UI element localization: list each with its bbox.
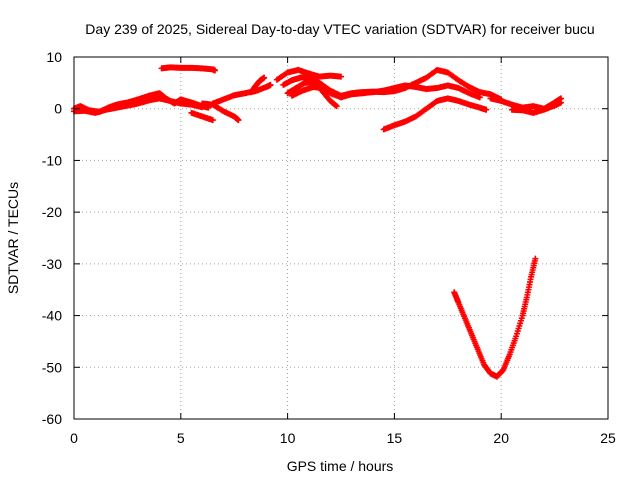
series-track-7 [248, 74, 268, 96]
data-point [532, 255, 539, 262]
series-track-8 [273, 66, 344, 83]
data-point [338, 73, 344, 80]
data-marks [71, 64, 565, 380]
x-tick-label: 5 [177, 430, 185, 446]
series-track-2 [71, 95, 206, 116]
series-track-14 [508, 99, 565, 116]
series-track-3 [158, 64, 218, 74]
chart-title: Day 239 of 2025, Sidereal Day-to-day VTE… [85, 21, 594, 37]
x-tick-label: 10 [280, 430, 296, 446]
data-point [261, 74, 268, 81]
data-point [558, 99, 565, 106]
series-track-11 [284, 78, 340, 110]
series-track-15 [451, 255, 539, 380]
series-track-4 [188, 109, 216, 124]
x-tick-label: 20 [493, 430, 509, 446]
data-point [267, 81, 274, 88]
x-tick-label: 25 [600, 430, 616, 446]
x-tick-label: 15 [387, 430, 403, 446]
y-tick-label: 10 [46, 49, 62, 65]
series-track-12 [380, 95, 490, 133]
data-point [235, 117, 242, 124]
x-tick-label: 0 [70, 430, 78, 446]
y-axis-label: SDTVAR / TECUs [5, 182, 21, 294]
data-point [476, 94, 483, 101]
y-tick-label: -20 [42, 204, 62, 220]
y-tick-label: -40 [42, 308, 62, 324]
y-tick-label: 0 [54, 101, 62, 117]
y-tick-label: -60 [42, 411, 62, 427]
y-tick-label: -30 [42, 256, 62, 272]
data-point [209, 117, 216, 124]
data-point [211, 67, 218, 74]
data-point [333, 103, 340, 110]
y-tick-label: -50 [42, 359, 62, 375]
axis-ticks: 0 5 10 15 20 25 10 0 -10 -20 -30 -40 -50 -60 [42, 49, 616, 446]
x-axis-label: GPS time / hours [287, 458, 394, 474]
y-tick-label: -10 [42, 152, 62, 168]
data-point [483, 106, 490, 113]
series-track-6 [209, 81, 274, 107]
plot-frame [73, 56, 609, 420]
